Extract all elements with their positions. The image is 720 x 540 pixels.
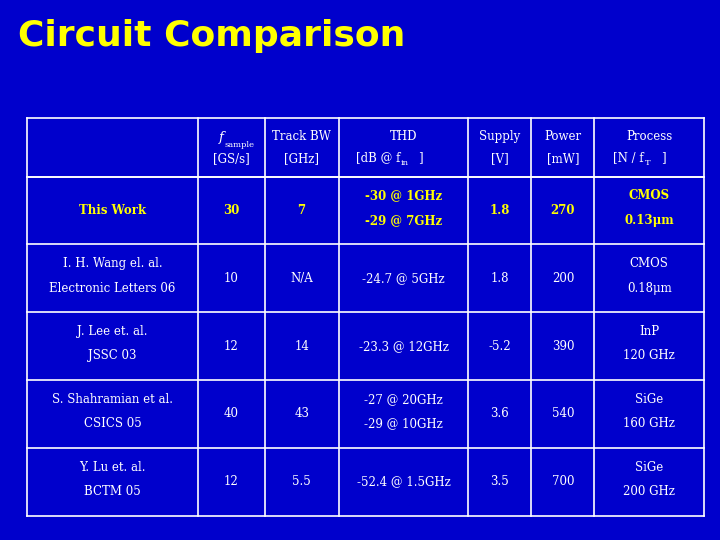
Text: sample: sample — [225, 141, 255, 149]
Text: Y. Lu et. al.: Y. Lu et. al. — [79, 461, 146, 474]
Text: I. H. Wang el. al.: I. H. Wang el. al. — [63, 257, 163, 270]
Text: Track BW: Track BW — [272, 130, 331, 143]
Text: 1.8: 1.8 — [490, 204, 510, 217]
Text: 540: 540 — [552, 408, 574, 421]
Text: Supply: Supply — [480, 130, 521, 143]
Text: BCTM 05: BCTM 05 — [84, 485, 141, 498]
Text: 5.5: 5.5 — [292, 475, 311, 488]
Text: -24.7 @ 5GHz: -24.7 @ 5GHz — [362, 272, 445, 285]
Text: -23.3 @ 12GHz: -23.3 @ 12GHz — [359, 340, 449, 353]
Text: 12: 12 — [224, 340, 238, 353]
Text: T: T — [645, 159, 651, 167]
Text: [V]: [V] — [491, 153, 509, 166]
Text: Electronic Letters 06: Electronic Letters 06 — [50, 281, 176, 294]
Text: 10: 10 — [224, 272, 238, 285]
Text: J. Lee et. al.: J. Lee et. al. — [77, 325, 148, 338]
Text: 3.6: 3.6 — [490, 408, 509, 421]
Text: CSICS 05: CSICS 05 — [84, 417, 142, 430]
Text: This Work: This Work — [79, 204, 146, 217]
Text: -52.4 @ 1.5GHz: -52.4 @ 1.5GHz — [356, 475, 451, 488]
Text: CMOS: CMOS — [630, 257, 669, 270]
Text: 43: 43 — [294, 408, 309, 421]
Text: -29 @ 10GHz: -29 @ 10GHz — [364, 417, 443, 430]
Text: 30: 30 — [223, 204, 240, 217]
Text: 120 GHz: 120 GHz — [624, 349, 675, 362]
Text: 200 GHz: 200 GHz — [624, 485, 675, 498]
Text: THD: THD — [390, 130, 418, 143]
Text: JSSC 03: JSSC 03 — [89, 349, 137, 362]
Text: 12: 12 — [224, 475, 238, 488]
Text: 14: 14 — [294, 340, 309, 353]
Text: 3.5: 3.5 — [490, 475, 509, 488]
Text: [GS/s]: [GS/s] — [213, 153, 250, 166]
Text: 160 GHz: 160 GHz — [624, 417, 675, 430]
Text: 40: 40 — [224, 408, 239, 421]
Text: [GHz]: [GHz] — [284, 153, 319, 166]
Text: SiGe: SiGe — [635, 461, 663, 474]
Text: 7: 7 — [297, 204, 306, 217]
Text: -29 @ 7GHz: -29 @ 7GHz — [365, 214, 442, 227]
Text: CMOS: CMOS — [629, 190, 670, 202]
Text: [N / f: [N / f — [613, 152, 644, 165]
Text: Power: Power — [544, 130, 582, 143]
Text: SiGe: SiGe — [635, 393, 663, 406]
Text: 700: 700 — [552, 475, 574, 488]
Text: Process: Process — [626, 130, 672, 143]
Text: 390: 390 — [552, 340, 574, 353]
Text: f: f — [218, 131, 223, 144]
Text: 0.13μm: 0.13μm — [624, 214, 674, 227]
Text: [dB @ f: [dB @ f — [356, 152, 400, 165]
Text: 1.8: 1.8 — [491, 272, 509, 285]
Text: [mW]: [mW] — [546, 153, 579, 166]
Text: InP: InP — [639, 325, 660, 338]
Text: ]: ] — [661, 152, 665, 165]
Text: in: in — [401, 159, 409, 167]
Text: -5.2: -5.2 — [489, 340, 511, 353]
Text: 270: 270 — [551, 204, 575, 217]
Text: -30 @ 1GHz: -30 @ 1GHz — [365, 190, 442, 202]
Text: ]: ] — [418, 152, 423, 165]
Text: -27 @ 20GHz: -27 @ 20GHz — [364, 393, 443, 406]
Text: 0.18μm: 0.18μm — [627, 281, 672, 294]
Text: 200: 200 — [552, 272, 574, 285]
Text: S. Shahramian et al.: S. Shahramian et al. — [52, 393, 173, 406]
Text: Circuit Comparison: Circuit Comparison — [18, 19, 405, 53]
Text: N/A: N/A — [290, 272, 313, 285]
